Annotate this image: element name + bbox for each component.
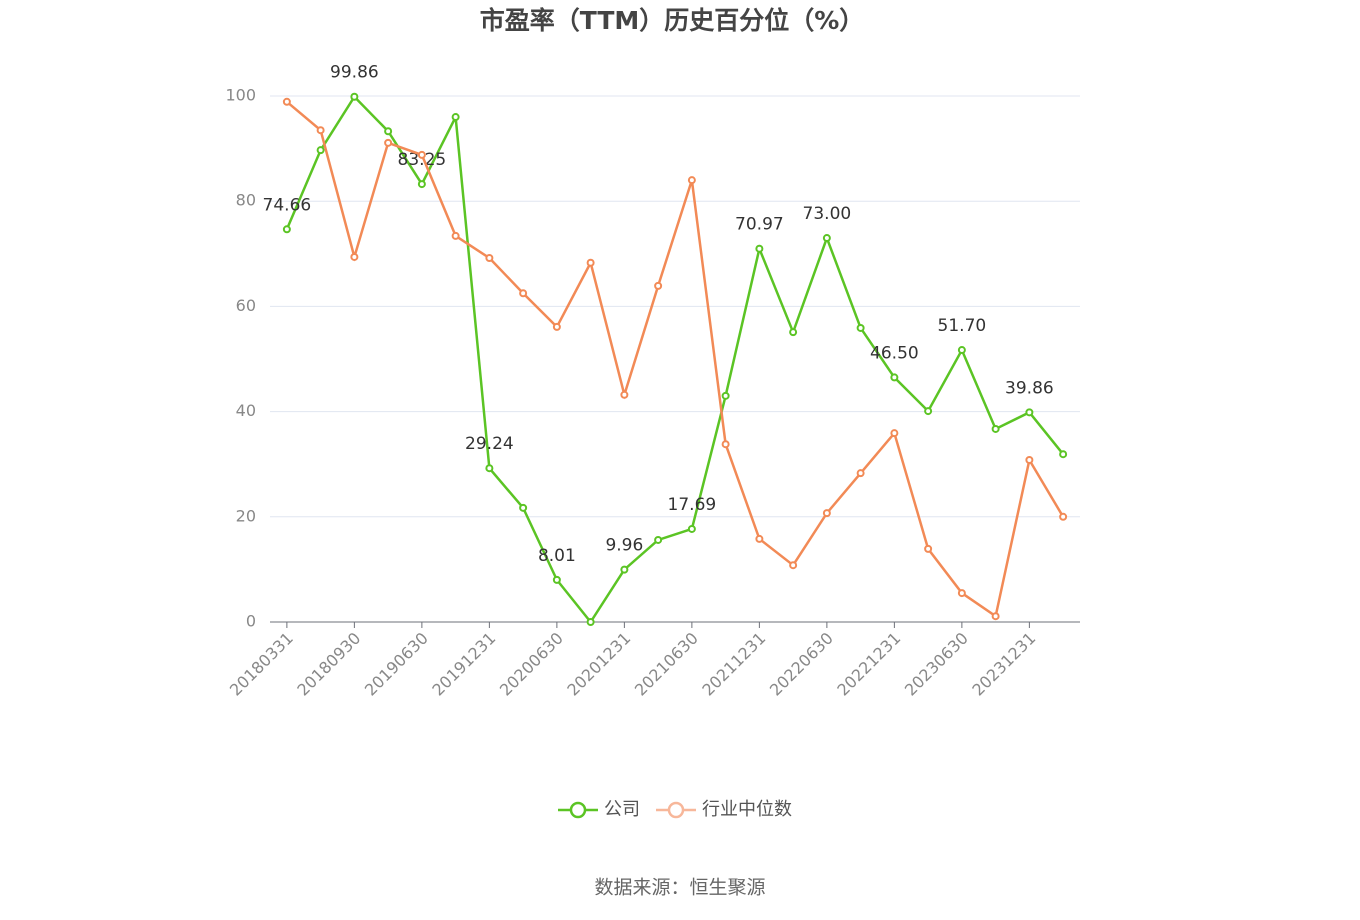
- point: [991, 612, 1000, 621]
- y-tick-label: 100: [225, 86, 256, 105]
- x-tick-label: 20230630: [901, 629, 972, 700]
- y-tick-label: 20: [236, 506, 256, 525]
- point: [316, 126, 325, 135]
- point: [687, 176, 696, 185]
- x-tick-label: 20231231: [968, 629, 1039, 700]
- point: [957, 589, 966, 598]
- point: [687, 524, 696, 533]
- point: [721, 391, 730, 400]
- y-tick-label: 0: [246, 612, 256, 631]
- point: [654, 535, 663, 544]
- point: [552, 575, 561, 584]
- x-tick-label: 20211231: [698, 629, 769, 700]
- point: [552, 322, 561, 331]
- legend-marker: [667, 801, 685, 819]
- source: 数据来源：恒生聚源: [594, 877, 765, 899]
- point: [586, 618, 595, 626]
- data-label: 73.00: [803, 204, 852, 224]
- data-label: 70.97: [735, 215, 784, 235]
- x-tick-label: 20180331: [226, 629, 297, 700]
- chart-title: 市盈率（TTM）历史百分位（%）: [480, 6, 865, 35]
- point: [789, 561, 798, 570]
- point: [1059, 450, 1068, 459]
- x-tick-label: 20191231: [428, 629, 499, 700]
- point: [451, 113, 460, 122]
- point: [822, 234, 831, 243]
- series-line: [285, 94, 1065, 625]
- point: [721, 440, 730, 449]
- point: [519, 503, 528, 512]
- data-label: 39.86: [1005, 378, 1054, 398]
- point: [519, 289, 528, 298]
- point: [755, 534, 764, 543]
- legend-label: 行业中位数: [702, 799, 792, 820]
- point: [384, 127, 393, 136]
- x-tick-label: 20221231: [833, 629, 904, 700]
- point: [1025, 408, 1034, 417]
- x-tick-label: 20190630: [361, 629, 432, 700]
- data-label: 8.01: [538, 546, 576, 566]
- point: [384, 138, 393, 147]
- legend-label: 公司: [604, 799, 640, 820]
- point: [485, 464, 494, 473]
- legend-item: 公司: [558, 799, 640, 820]
- point: [755, 244, 764, 253]
- data-label: 46.50: [870, 343, 919, 363]
- point: [417, 150, 426, 159]
- point: [316, 146, 325, 155]
- point: [924, 544, 933, 553]
- point: [451, 231, 460, 240]
- point: [485, 254, 494, 263]
- x-tick-label: 20220630: [766, 629, 837, 700]
- legend-item: 行业中位数: [656, 799, 792, 820]
- x-tick-label: 20200630: [496, 629, 567, 700]
- point: [890, 373, 899, 382]
- point: [991, 424, 1000, 433]
- point: [350, 252, 359, 261]
- legend-marker: [569, 801, 587, 819]
- point: [856, 323, 865, 332]
- data-label: 83.25: [398, 150, 447, 170]
- point: [890, 429, 899, 438]
- y-tick-label: 80: [236, 191, 256, 210]
- point: [417, 180, 426, 189]
- data-label: 9.96: [605, 536, 643, 556]
- x-tick-label: 20201231: [563, 629, 634, 700]
- x-tick-label: 20210630: [631, 629, 702, 700]
- point: [1059, 512, 1068, 521]
- data-label: 74.66: [263, 195, 312, 215]
- y-tick-label: 40: [236, 401, 256, 420]
- point: [957, 346, 966, 355]
- point: [586, 258, 595, 267]
- point: [282, 97, 291, 106]
- data-label: 51.70: [938, 316, 987, 336]
- point: [654, 281, 663, 290]
- point: [620, 565, 629, 574]
- y-tick-label: 60: [236, 296, 256, 315]
- point: [856, 469, 865, 478]
- point: [1025, 455, 1034, 464]
- point: [350, 92, 359, 101]
- point: [620, 390, 629, 399]
- x-tick-label: 20180930: [293, 629, 364, 700]
- point: [924, 407, 933, 416]
- data-label: 99.86: [330, 63, 379, 83]
- point: [282, 225, 291, 234]
- point: [822, 509, 831, 518]
- data-label: 17.69: [668, 495, 717, 515]
- data-label: 29.24: [465, 434, 514, 454]
- series-line: [286, 100, 1065, 619]
- point: [789, 328, 798, 337]
